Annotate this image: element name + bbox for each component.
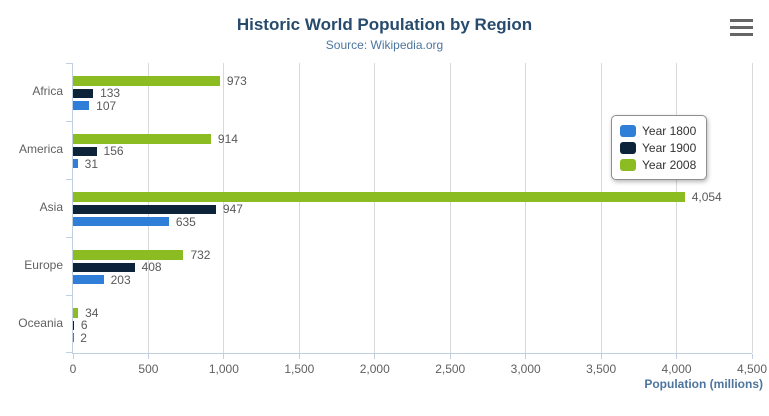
- x-axis-tick-label: 3,000: [510, 362, 541, 376]
- export-context-menu-button[interactable]: [730, 19, 753, 36]
- x-axis-tick: [525, 354, 527, 359]
- bar-europe-year-1800[interactable]: [73, 275, 104, 284]
- bar-europe-year-1900[interactable]: [73, 262, 135, 272]
- x-axis-tick-label: 1,500: [284, 362, 315, 376]
- bar-america-year-2008[interactable]: [73, 134, 211, 144]
- hamburger-menu-icon: [730, 33, 753, 36]
- value-label: 973: [226, 74, 247, 88]
- y-axis-tick: [66, 295, 72, 296]
- bar-europe-year-2008[interactable]: [73, 250, 184, 260]
- x-axis-title: Population (millions): [644, 377, 763, 391]
- bar-america-year-1800[interactable]: [73, 159, 78, 168]
- value-label: 133: [100, 86, 121, 100]
- gridline: [223, 63, 225, 353]
- legend-swatch-icon: [620, 124, 636, 137]
- x-axis-tick: [600, 354, 602, 359]
- value-label: 408: [141, 260, 162, 274]
- legend-item-year-1800[interactable]: Year 1800: [620, 122, 696, 139]
- value-label: 914: [217, 132, 238, 146]
- x-axis-tick-label: 2,500: [435, 362, 466, 376]
- hamburger-menu-icon: [730, 26, 753, 29]
- value-label: 4,054: [691, 190, 722, 204]
- x-axis-tick: [72, 354, 74, 359]
- category-label: Africa: [32, 84, 63, 98]
- bar-oceania-year-1900[interactable]: [73, 320, 74, 330]
- gridline: [600, 63, 602, 353]
- x-axis-tick-label: 4,500: [736, 362, 768, 376]
- plot-area: 0 500 1,000 1,500 2,000 2,500 3,000 3,500 4,000 4…: [18, 63, 767, 376]
- x-axis-tick-label: 0: [69, 362, 77, 376]
- gridline: [751, 63, 753, 353]
- legend-item-year-1900[interactable]: Year 1900: [620, 139, 696, 156]
- value-label: 107: [96, 98, 117, 113]
- gridline: [298, 63, 300, 353]
- value-label: 203: [110, 272, 131, 287]
- value-label: 2: [80, 330, 87, 345]
- x-axis-tick: [223, 354, 225, 359]
- chart-subtitle: Source: Wikipedia.org: [325, 38, 444, 52]
- legend-item-label: Year 1900: [642, 140, 697, 155]
- value-label: 635: [175, 214, 196, 229]
- x-axis-tick: [147, 354, 149, 359]
- x-axis-tick-label: 500: [138, 362, 159, 376]
- category-label: Europe: [24, 258, 63, 272]
- legend-swatch-icon: [620, 141, 636, 154]
- value-label: 34: [85, 306, 99, 320]
- legend-item-year-2008[interactable]: Year 2008: [620, 156, 696, 173]
- legend: Year 1800 Year 1900 Year 2008: [611, 115, 708, 180]
- bar-asia-year-1900[interactable]: [73, 204, 216, 214]
- gridline: [525, 63, 527, 353]
- legend-item-label: Year 2008: [642, 157, 697, 172]
- value-label: 31: [84, 156, 99, 171]
- value-label: 732: [190, 248, 211, 262]
- bar-africa-year-2008[interactable]: [73, 76, 220, 86]
- x-axis-tick: [751, 354, 753, 359]
- bar-africa-year-1800[interactable]: [73, 101, 90, 110]
- y-axis-tick: [66, 63, 72, 64]
- category-label: America: [18, 142, 63, 156]
- x-axis-tick: [676, 354, 678, 359]
- x-axis-tick: [449, 354, 451, 359]
- x-axis-tick-label: 3,500: [586, 362, 617, 376]
- y-axis-tick: [66, 352, 72, 353]
- x-axis-tick-label: 4,000: [661, 362, 692, 376]
- gridline: [449, 63, 451, 353]
- value-label: 6: [80, 318, 88, 332]
- gridline: [374, 63, 376, 353]
- hamburger-menu-icon: [730, 19, 753, 22]
- chart-title: Historic World Population by Region: [236, 15, 533, 34]
- category-label: Oceania: [18, 316, 63, 330]
- x-axis-tick: [298, 354, 300, 359]
- y-axis-tick: [66, 121, 72, 122]
- value-label: 947: [222, 202, 243, 216]
- bar-africa-year-1900[interactable]: [73, 88, 94, 98]
- bar-oceania-year-2008[interactable]: [73, 308, 79, 318]
- gridline: [676, 63, 678, 353]
- y-axis-tick: [66, 237, 72, 238]
- y-axis-tick: [66, 179, 72, 180]
- bar-asia-year-2008[interactable]: [73, 192, 685, 202]
- bar-asia-year-1800[interactable]: [73, 217, 169, 226]
- value-label: 156: [103, 144, 124, 158]
- legend-item-label: Year 1800: [642, 123, 697, 138]
- x-axis-tick-label: 1,000: [208, 362, 239, 376]
- x-axis-tick: [374, 354, 376, 359]
- bar-america-year-1900[interactable]: [73, 146, 97, 156]
- x-axis-tick-label: 2,000: [359, 362, 390, 376]
- legend-swatch-icon: [620, 158, 636, 171]
- category-label: Asia: [39, 200, 63, 214]
